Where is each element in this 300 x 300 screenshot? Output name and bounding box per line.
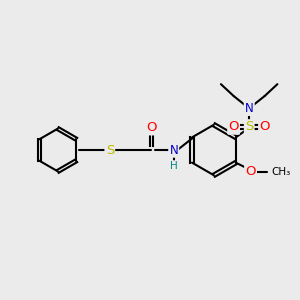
Text: O: O — [146, 121, 157, 134]
Text: O: O — [260, 121, 270, 134]
Text: N: N — [245, 102, 254, 115]
Text: N: N — [245, 102, 254, 115]
Text: S: S — [106, 143, 114, 157]
Text: S: S — [106, 143, 114, 157]
Text: O: O — [260, 121, 270, 134]
Text: N: N — [169, 143, 178, 157]
Text: H: H — [170, 161, 178, 171]
Text: S: S — [245, 121, 253, 134]
Text: H: H — [170, 161, 178, 171]
Text: O: O — [245, 165, 256, 178]
Text: O: O — [229, 121, 239, 134]
Text: N: N — [169, 143, 178, 157]
Text: O: O — [229, 121, 239, 134]
Text: O: O — [245, 165, 256, 178]
Text: O: O — [146, 121, 157, 134]
Text: S: S — [245, 121, 253, 134]
Text: CH₃: CH₃ — [272, 167, 291, 176]
